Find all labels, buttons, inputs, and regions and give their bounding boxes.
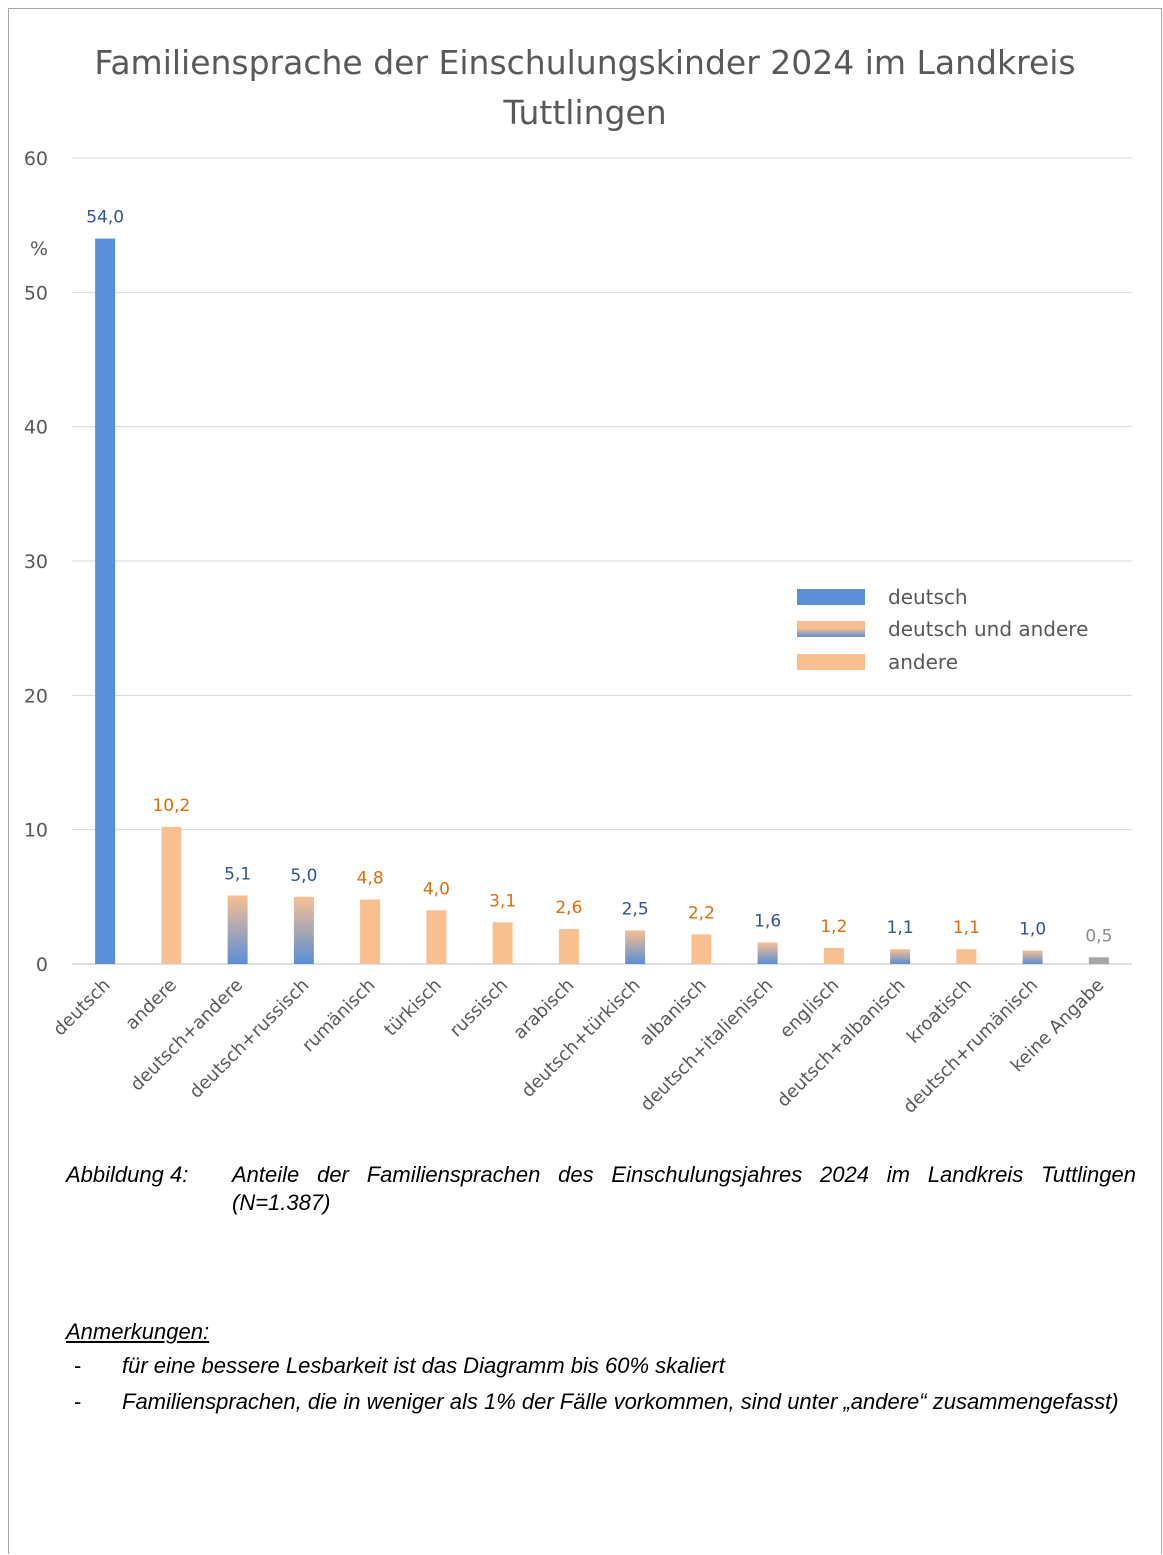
x-tick-label: deutsch+albanisch — [773, 975, 910, 1112]
bar — [559, 929, 579, 964]
data-label: 4,8 — [357, 869, 384, 889]
notes-section: Anmerkungen: - für eine bessere Lesbarke… — [66, 1318, 1136, 1424]
bar — [95, 239, 115, 964]
caption-text: Anteile der Familiensprachen des Einschu… — [232, 1161, 1136, 1217]
legend-label: andere — [888, 650, 958, 674]
caption-label: Abbildung 4: — [66, 1161, 232, 1217]
y-tick-label: 60 — [24, 148, 48, 170]
x-tick-label: arabisch — [509, 975, 578, 1044]
x-tick-label: deutsch+italienisch — [636, 975, 777, 1116]
notes-list: - für eine bessere Lesbarkeit ist das Di… — [66, 1352, 1136, 1416]
note-bullet: - — [66, 1388, 122, 1416]
y-axis-label: % — [30, 238, 48, 260]
data-label: 4,0 — [423, 879, 450, 899]
legend-swatch — [797, 621, 865, 637]
legend-label: deutsch — [888, 585, 968, 609]
figure-caption: Abbildung 4: Anteile der Familiensprache… — [66, 1161, 1136, 1217]
data-label: 5,0 — [290, 866, 317, 886]
legend-swatch — [797, 589, 865, 605]
data-label: 1,0 — [1019, 920, 1046, 940]
bar — [956, 949, 976, 964]
data-label: 2,5 — [622, 899, 649, 919]
x-tick-label: türkisch — [380, 975, 446, 1041]
data-label: 1,2 — [820, 917, 847, 937]
bar — [890, 949, 910, 964]
y-tick-label: 20 — [24, 685, 48, 707]
x-tick-label: deutsch — [49, 975, 115, 1041]
data-label: 1,6 — [754, 912, 781, 932]
x-tick-label: deutsch+türkisch — [518, 975, 645, 1102]
bar — [1089, 957, 1109, 964]
bar — [824, 948, 844, 964]
bar — [426, 910, 446, 964]
data-label: 54,0 — [86, 208, 124, 228]
data-label: 3,1 — [489, 891, 516, 911]
bar — [161, 827, 181, 964]
bar — [758, 943, 778, 964]
y-tick-label: 30 — [24, 551, 48, 573]
x-tick-label: russisch — [446, 975, 513, 1042]
data-label: 2,6 — [555, 898, 582, 918]
note-item: - für eine bessere Lesbarkeit ist das Di… — [66, 1352, 1136, 1380]
data-label: 2,2 — [688, 903, 715, 923]
note-bullet: - — [66, 1352, 122, 1380]
x-tick-label: englisch — [776, 975, 844, 1043]
bar-chart: 0 10 20 30 40 50 60% 54,0 deutsch 10,2 andere 5,1 de… — [0, 0, 1163, 1120]
x-tick-label: andere — [121, 975, 180, 1034]
x-tick-label: deutsch+russisch — [185, 975, 313, 1103]
y-tick-label: 50 — [24, 282, 48, 304]
y-tick-label: 0 — [36, 954, 48, 976]
notes-heading: Anmerkungen: — [66, 1318, 1136, 1346]
x-tick-label: deutsch+andere — [126, 975, 247, 1096]
bar — [691, 934, 711, 964]
y-tick-label: 10 — [24, 820, 48, 842]
data-label: 1,1 — [953, 918, 980, 938]
note-text: für eine bessere Lesbarkeit ist das Diag… — [122, 1352, 1136, 1380]
data-label: 10,2 — [152, 796, 190, 816]
note-text: Familiensprachen, die in weniger als 1% … — [122, 1388, 1136, 1416]
data-label: 5,1 — [224, 864, 251, 884]
bar — [360, 900, 380, 964]
bar — [493, 922, 513, 964]
legend-swatch — [797, 654, 865, 670]
legend-label: deutsch und andere — [888, 617, 1088, 641]
bar — [625, 930, 645, 964]
data-label: 1,1 — [887, 918, 914, 938]
bar — [228, 895, 248, 964]
y-tick-label: 40 — [24, 417, 48, 439]
bar — [294, 897, 314, 964]
bar — [1023, 951, 1043, 964]
note-item: - Familiensprachen, die in weniger als 1… — [66, 1388, 1136, 1416]
data-label: 0,5 — [1085, 926, 1112, 946]
